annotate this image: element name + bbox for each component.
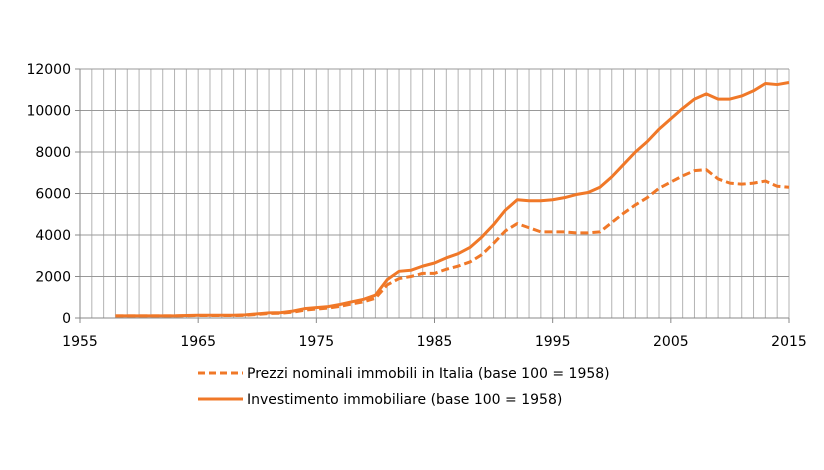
series-group (115, 81, 790, 318)
x-tick-label: 1985 (417, 334, 453, 350)
y-tick-label: 8000 (35, 145, 71, 161)
grid (80, 68, 790, 318)
y-tick-label: 10000 (26, 104, 71, 120)
legend-label-investment: Investimento immobiliare (base 100 = 195… (247, 392, 562, 408)
x-tick-label: 2015 (771, 334, 807, 350)
legend-label-prices: Prezzi nominali immobili in Italia (base… (247, 366, 610, 382)
y-tick-label: 6000 (35, 187, 71, 203)
axes: 0 2000 4000 6000 8000 10000 12000 1955 1965 1975 1… (26, 62, 806, 350)
x-tick-label: 1965 (180, 334, 216, 350)
x-tick-label: 1975 (299, 334, 335, 350)
series-line-prices (115, 168, 790, 318)
y-tick-label: 12000 (26, 62, 71, 78)
legend: Prezzi nominali immobili in Italia (base… (198, 366, 610, 408)
y-tick-label: 4000 (35, 228, 71, 244)
y-tick-label: 2000 (35, 270, 71, 286)
x-tick-label: 1995 (535, 334, 571, 350)
x-tick-label: 2005 (653, 334, 689, 350)
y-tick-label: 0 (62, 311, 71, 327)
x-tick-label: 1955 (62, 334, 98, 350)
series-line-investment (115, 81, 790, 318)
